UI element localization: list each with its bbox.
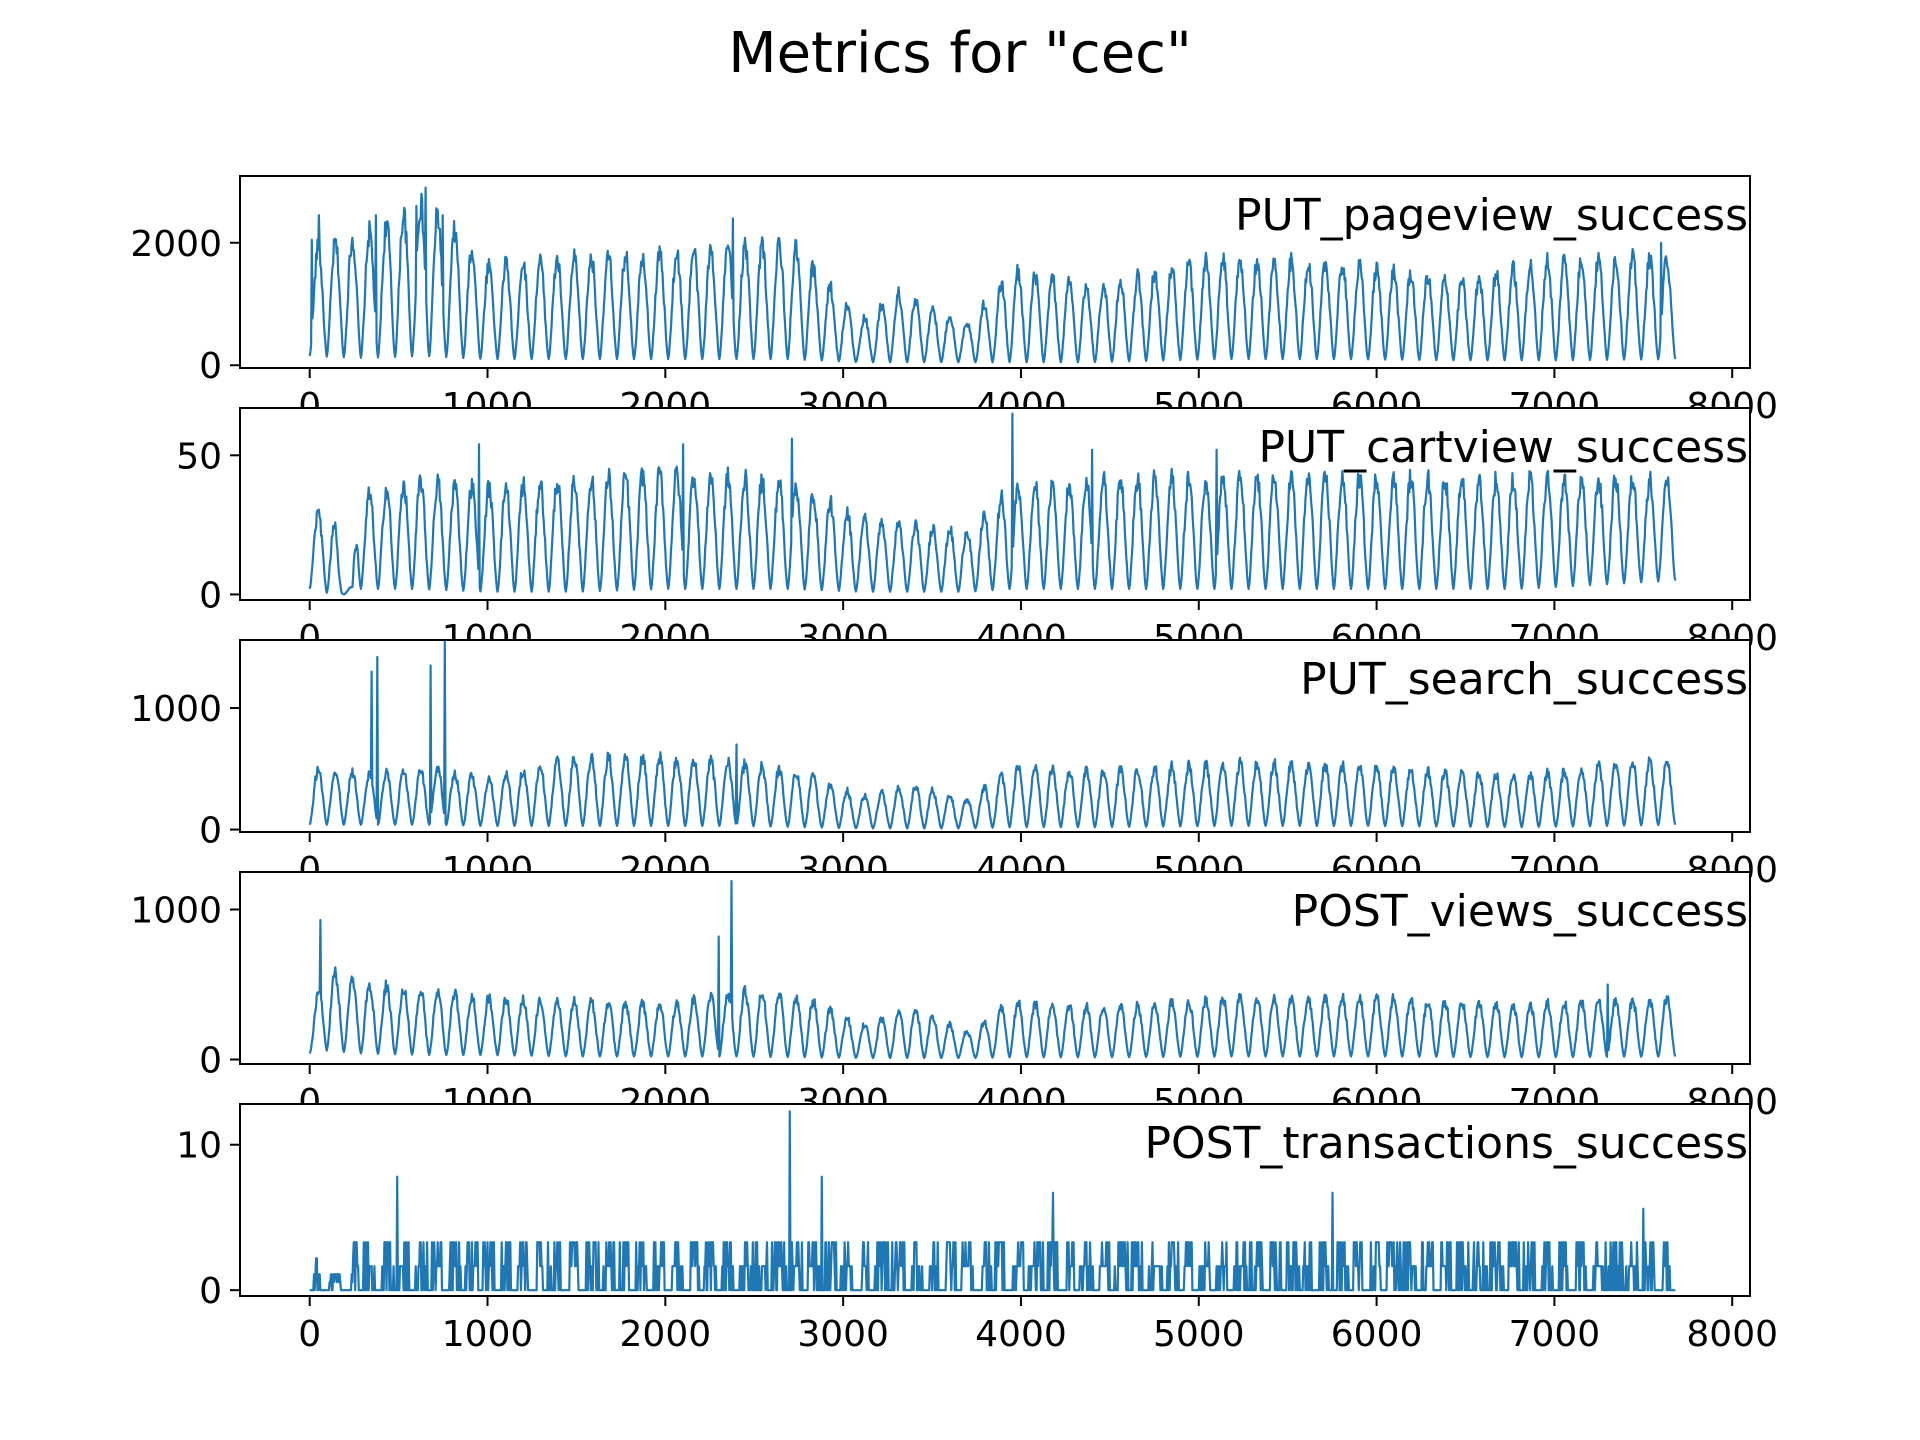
x-tick-label: 3000 (797, 1314, 889, 1355)
y-tick-label: 0 (199, 811, 222, 852)
axes-frame (239, 175, 1751, 369)
y-tick-label: 0 (199, 575, 222, 616)
x-tick-label: 2000 (620, 1314, 712, 1355)
series-line (308, 186, 1677, 364)
series-label: POST_transactions_success (1144, 1118, 1748, 1169)
series-label: PUT_cartview_success (1258, 422, 1748, 473)
x-tick-label: 4000 (975, 1314, 1067, 1355)
x-tick-label: 8000 (1686, 1314, 1778, 1355)
x-tick-label: 6000 (1331, 1314, 1423, 1355)
y-tick-label: 1000 (130, 689, 222, 730)
axes-background (240, 640, 1750, 832)
subplot-5: 0 10 0 1000 2000 3000 4000 5000 6000 7000 8000 POST… (176, 1103, 1778, 1355)
axes-frame (239, 1103, 1751, 1297)
series-label: PUT_search_success (1300, 654, 1748, 705)
y-tick-label: 0 (199, 1041, 222, 1082)
y-tick-label: 10 (176, 1126, 222, 1167)
y-tick-label: 50 (176, 436, 222, 477)
x-tick-label: 7000 (1509, 1314, 1601, 1355)
axes-frame (239, 871, 1751, 1065)
y-tick-label: 1000 (130, 891, 222, 932)
series-line (308, 879, 1677, 1060)
y-tick-label: 2000 (130, 224, 222, 265)
figure-title: Metrics for "cec" (728, 21, 1191, 86)
y-tick-label: 0 (199, 346, 222, 387)
series-label: PUT_pageview_success (1235, 190, 1748, 241)
x-tick-label: 1000 (442, 1314, 534, 1355)
series-line (308, 412, 1677, 596)
axes-background (240, 872, 1750, 1064)
axes-frame (239, 407, 1751, 601)
series-line (309, 1110, 1676, 1292)
x-tick-label: 5000 (1153, 1314, 1245, 1355)
axes-frame (239, 639, 1751, 833)
series-label: POST_views_success (1292, 886, 1748, 937)
y-tick-label: 0 (199, 1271, 222, 1312)
series-line (308, 640, 1677, 830)
x-tick-label: 0 (298, 1314, 321, 1355)
